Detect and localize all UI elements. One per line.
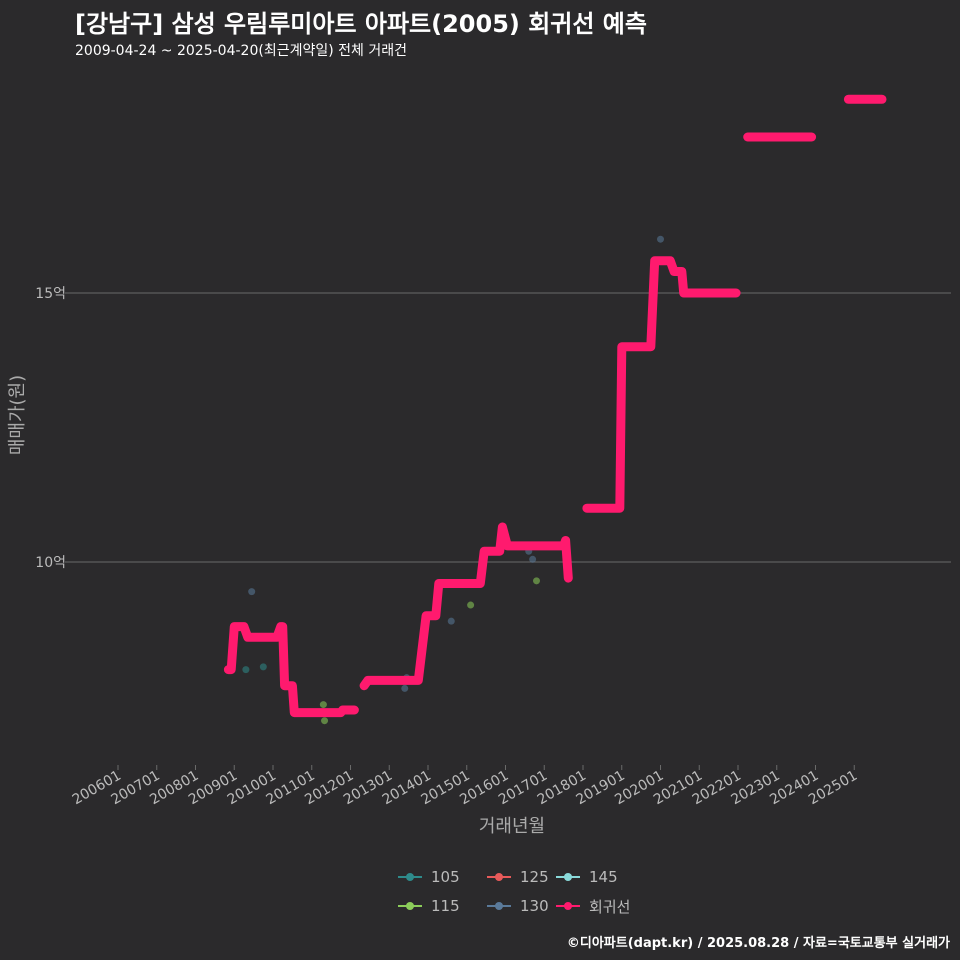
legend-label: 125 xyxy=(520,868,549,886)
data-point-s130 xyxy=(401,684,409,692)
legend-label: 105 xyxy=(431,868,460,886)
data-point-s115 xyxy=(533,577,540,585)
legend-label: 130 xyxy=(520,897,549,915)
legend-item-115: 115 xyxy=(397,895,460,917)
legend-item-회귀선: 회귀선 xyxy=(555,895,630,917)
legend-item-130: 130 xyxy=(486,895,549,917)
data-point-s105 xyxy=(242,666,250,674)
legend-item-125: 125 xyxy=(486,866,549,888)
chart-subtitle: 2009-04-24 ~ 2025-04-20(최근계약일) 전체 거래건 xyxy=(75,43,407,59)
data-point-s130 xyxy=(447,617,455,625)
data-point-s130 xyxy=(529,555,537,563)
y-tick-label: 15억 xyxy=(35,286,66,302)
legend-label: 145 xyxy=(589,868,618,886)
legend-key-icon xyxy=(486,866,512,888)
regression-line xyxy=(223,94,887,718)
scatter-points xyxy=(242,235,664,725)
legend-key-icon xyxy=(555,866,581,888)
x-axis-label: 거래년월 xyxy=(479,816,545,837)
legend-key-icon xyxy=(486,895,512,917)
legend-key-icon xyxy=(397,895,423,917)
regression-segment-1 xyxy=(359,522,573,691)
grid-lines xyxy=(70,292,951,563)
x-axis: 2006012007012008012009012010012011012012… xyxy=(70,765,860,808)
source-caption: ©디아파트(dapt.kr) / 2025.08.28 / 자료=국토교통부 실… xyxy=(566,936,950,951)
regression-segment-0 xyxy=(223,622,359,718)
data-point-s130 xyxy=(657,235,664,243)
data-point-s115 xyxy=(319,701,327,709)
legend-label: 115 xyxy=(431,897,460,915)
regression-segment-2 xyxy=(582,256,741,513)
legend-key-icon xyxy=(555,895,581,917)
legend-item-145: 145 xyxy=(555,866,618,888)
y-axis-label: 매매가(원) xyxy=(7,375,28,455)
chart-title: [강남구] 삼성 우림루미아트 아파트(2005) 회귀선 예측 xyxy=(75,10,647,38)
data-point-s130 xyxy=(248,588,256,596)
data-point-s115 xyxy=(467,601,475,609)
data-point-s115 xyxy=(321,717,329,725)
data-point-s105 xyxy=(259,663,267,671)
legend-key-icon xyxy=(397,866,423,888)
legend-item-105: 105 xyxy=(397,866,460,888)
legend-label: 회귀선 xyxy=(589,897,631,916)
y-tick-label: 10억 xyxy=(35,555,66,571)
y-axis: 10억 15억 xyxy=(35,286,70,571)
